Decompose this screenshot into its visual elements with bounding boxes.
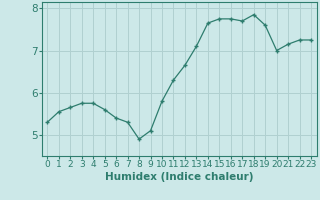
X-axis label: Humidex (Indice chaleur): Humidex (Indice chaleur)	[105, 172, 253, 182]
